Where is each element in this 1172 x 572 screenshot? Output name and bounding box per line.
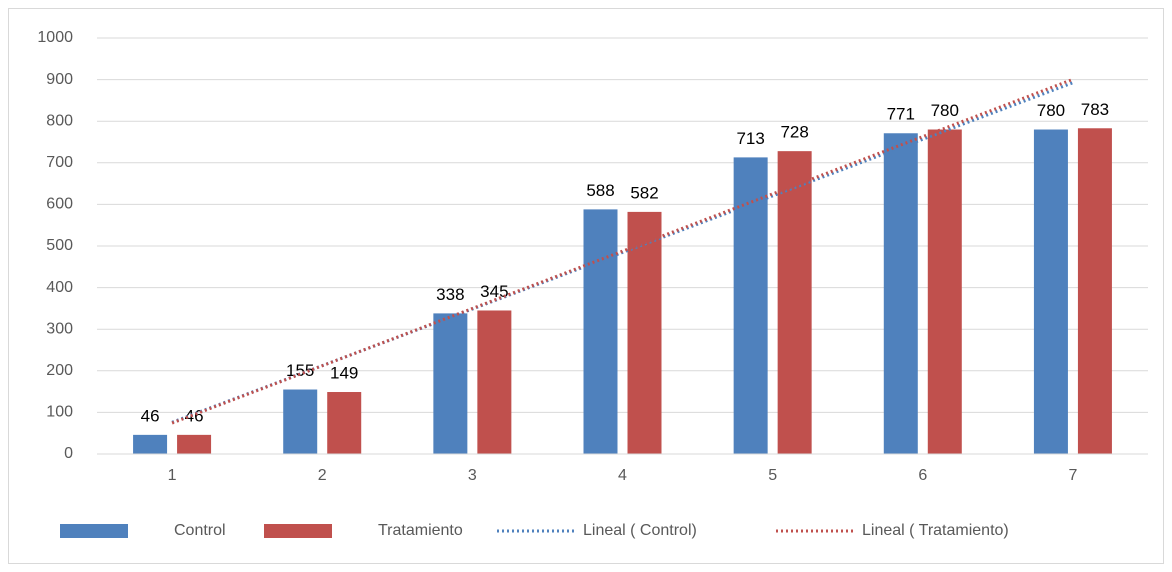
x-tick-label: 1 xyxy=(168,467,177,484)
bar xyxy=(1077,128,1112,454)
y-tick-label: 400 xyxy=(46,279,73,296)
data-label: 783 xyxy=(1081,100,1109,119)
legend-swatch xyxy=(60,524,128,538)
bar xyxy=(733,157,768,454)
data-label: 582 xyxy=(630,183,658,202)
x-tick-label: 2 xyxy=(318,467,327,484)
data-label: 713 xyxy=(736,129,764,148)
y-tick-label: 300 xyxy=(46,320,73,337)
y-tick-label: 600 xyxy=(46,196,73,213)
bar xyxy=(133,434,168,454)
trendline xyxy=(171,77,1074,425)
y-tick-label: 200 xyxy=(46,362,73,379)
bar xyxy=(327,392,362,454)
y-tick-label: 500 xyxy=(46,237,73,254)
data-label: 780 xyxy=(931,101,959,120)
data-label: 345 xyxy=(480,282,508,301)
y-tick-label: 900 xyxy=(46,71,73,88)
x-tick-label: 5 xyxy=(768,467,777,484)
y-tick-label: 800 xyxy=(46,112,73,129)
data-label: 780 xyxy=(1037,101,1065,120)
bar xyxy=(927,129,962,454)
x-tick-label: 3 xyxy=(468,467,477,484)
bar xyxy=(1033,129,1068,454)
data-label: 338 xyxy=(436,285,464,304)
y-tick-label: 0 xyxy=(64,445,73,462)
legend-label: Lineal ( Control) xyxy=(583,522,697,539)
bar xyxy=(477,310,512,454)
y-tick-label: 100 xyxy=(46,404,73,421)
data-label: 728 xyxy=(780,123,808,142)
bar xyxy=(177,434,212,454)
bar xyxy=(883,133,918,454)
legend-label: Lineal ( Tratamiento) xyxy=(862,522,1009,539)
x-tick-label: 7 xyxy=(1068,467,1077,484)
bar xyxy=(777,151,812,455)
bar xyxy=(283,389,318,454)
data-label: 771 xyxy=(887,105,915,124)
bar xyxy=(583,209,618,454)
data-label: 46 xyxy=(141,406,160,425)
data-label: 46 xyxy=(185,406,204,425)
x-tick-label: 6 xyxy=(918,467,927,484)
bar xyxy=(433,313,468,454)
legend-swatch xyxy=(264,524,332,538)
legend-label: Control xyxy=(174,522,226,539)
data-label: 588 xyxy=(586,181,614,200)
y-tick-label: 700 xyxy=(46,154,73,171)
y-tick-label: 1000 xyxy=(37,29,73,46)
x-tick-label: 4 xyxy=(618,467,627,484)
bar xyxy=(627,211,662,454)
legend-label: Tratamiento xyxy=(378,522,463,539)
data-label: 149 xyxy=(330,364,358,383)
